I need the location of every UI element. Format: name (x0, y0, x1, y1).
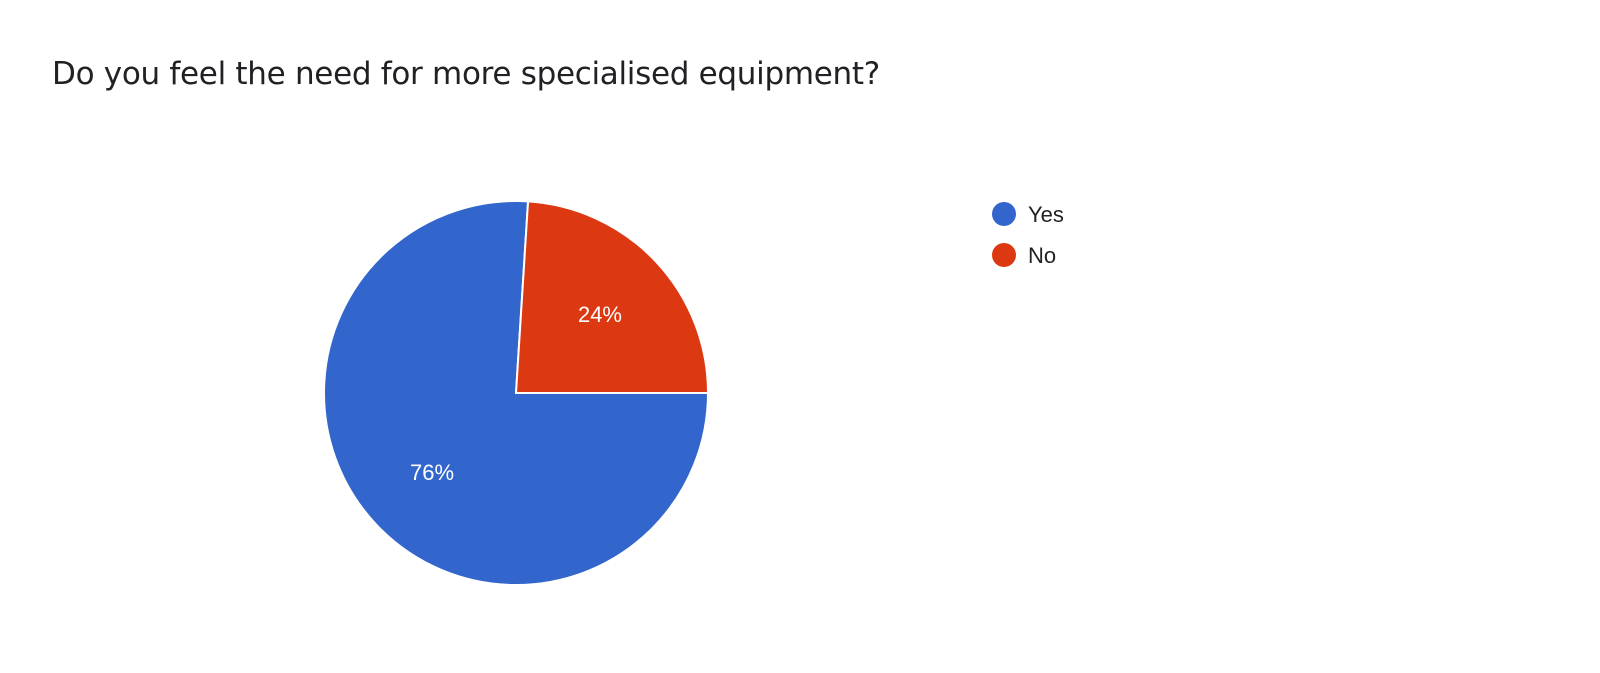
legend-label: Yes (1028, 202, 1064, 227)
legend-item-yes: Yes (992, 202, 1064, 227)
pie-slice-yes (323, 200, 710, 586)
legend-marker (992, 202, 1016, 226)
slice-label-no: 24% (578, 302, 622, 327)
slice-label-yes: 76% (410, 460, 454, 485)
pie-slice-no (514, 200, 710, 394)
legend-item-no: No (992, 243, 1056, 268)
legend-label: No (1028, 243, 1056, 268)
chart-title: Do you feel the need for more specialise… (52, 56, 880, 92)
legend-marker (992, 243, 1016, 267)
